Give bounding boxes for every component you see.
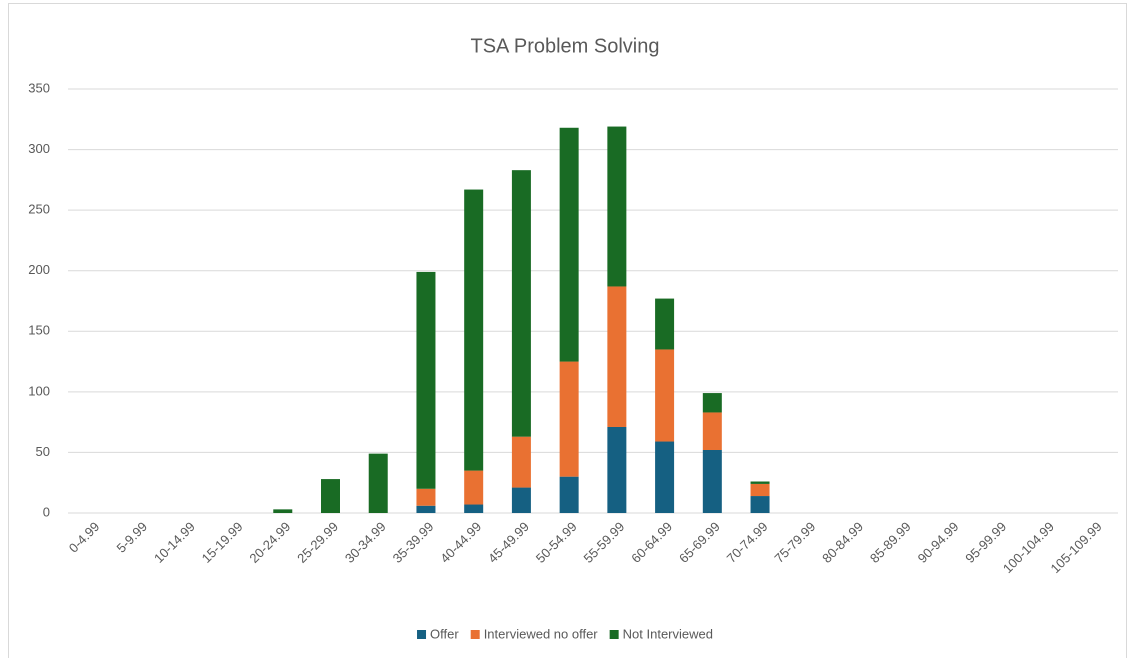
legend-swatch <box>417 630 427 639</box>
legend-item: Interviewed no offer <box>470 626 599 641</box>
bar-segment <box>702 393 722 413</box>
bar-segment <box>416 271 436 489</box>
chart-title: TSA Problem Solving <box>471 35 660 57</box>
x-tick-label: 25-29.99 <box>294 519 341 566</box>
legend-label: Not Interviewed <box>623 626 713 641</box>
bar-segment <box>511 436 531 488</box>
bar-segment <box>655 298 675 350</box>
x-tick-label: 70-74.99 <box>724 519 771 566</box>
legend-swatch <box>609 630 619 639</box>
bar-segment <box>607 426 627 513</box>
y-tick-label: 200 <box>28 262 50 277</box>
bar-segment <box>607 126 627 287</box>
y-tick-label: 50 <box>36 444 50 459</box>
bar-segment <box>321 479 340 513</box>
x-tick-label: 80-84.99 <box>819 519 866 566</box>
x-tick-label: 30-34.99 <box>342 519 389 566</box>
x-tick-label: 90-94.99 <box>915 519 962 566</box>
bar-segment <box>702 412 722 451</box>
chart-border <box>8 3 1127 658</box>
x-tick-label: 5-9.99 <box>113 519 150 556</box>
bar-segment <box>750 483 770 497</box>
bar-segment <box>750 481 770 484</box>
legend-item: Offer <box>417 626 459 641</box>
x-tick-label: 15-19.99 <box>199 519 246 566</box>
bar-segment <box>559 127 579 362</box>
legend-label: Interviewed no offer <box>484 626 599 641</box>
bar-segment <box>511 170 531 437</box>
bar-segment <box>416 505 436 513</box>
x-tick-label: 40-44.99 <box>437 519 484 566</box>
x-tick-label: 50-54.99 <box>533 519 580 566</box>
x-tick-label: 65-69.99 <box>676 519 723 566</box>
bar-segment <box>273 509 293 513</box>
bar-segment <box>750 496 770 513</box>
legend-label: Offer <box>430 626 459 641</box>
x-tick-label: 10-14.99 <box>151 519 198 566</box>
y-tick-label: 150 <box>28 323 50 338</box>
x-tick-label: 55-59.99 <box>581 519 628 566</box>
bar-segment <box>607 286 627 427</box>
bar-segment <box>559 361 579 477</box>
legend-swatch <box>470 630 480 639</box>
y-tick-label: 250 <box>28 202 50 217</box>
x-tick-label: 60-64.99 <box>628 519 675 566</box>
bar-segment <box>368 453 388 513</box>
x-tick-label: 75-79.99 <box>771 519 818 566</box>
x-tick-label: 0-4.99 <box>66 519 103 556</box>
bar-segment <box>464 189 484 471</box>
x-tick-label: 20-24.99 <box>246 519 293 566</box>
bar-segment <box>655 441 675 513</box>
bar-segment <box>655 349 675 442</box>
x-tick-label: 45-49.99 <box>485 519 532 566</box>
x-tick-label: 85-89.99 <box>867 519 914 566</box>
x-tick-label: 105-109.99 <box>1048 519 1105 576</box>
bar-segment <box>511 487 531 513</box>
bar-segment <box>416 488 436 506</box>
bar-segment <box>702 450 722 513</box>
y-tick-label: 100 <box>28 383 50 398</box>
y-tick-label: 300 <box>28 141 50 156</box>
bar-segment <box>559 476 579 513</box>
bar-segment <box>464 504 484 513</box>
x-tick-label: 35-39.99 <box>390 519 437 566</box>
x-tick-label: 95-99.99 <box>962 519 1009 566</box>
y-tick-label: 0 <box>43 504 50 519</box>
legend-item: Not Interviewed <box>609 626 713 641</box>
y-tick-label: 350 <box>28 80 50 95</box>
bar-segment <box>464 470 484 505</box>
